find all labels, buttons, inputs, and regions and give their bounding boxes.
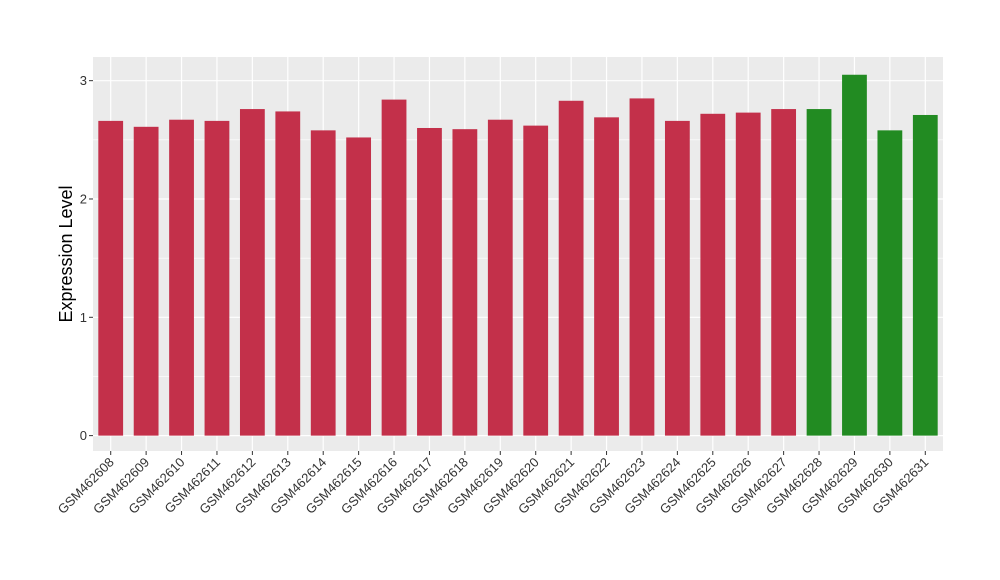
bar-GSM462614: [310, 130, 336, 436]
bar-GSM462628: [806, 109, 832, 436]
bar-GSM462629: [842, 74, 867, 436]
y-tick-label: 1: [80, 310, 87, 325]
bar-GSM462611: [204, 120, 230, 436]
bar-GSM462615: [346, 137, 372, 436]
y-tick-label: 0: [80, 428, 87, 443]
bar-GSM462609: [133, 126, 159, 436]
bar-GSM462630: [877, 130, 903, 436]
bar-GSM462608: [98, 120, 124, 436]
bar-GSM462624: [664, 120, 690, 436]
bar-GSM462625: [700, 113, 726, 436]
y-tick-label: 2: [80, 191, 87, 206]
bar-GSM462622: [594, 117, 619, 436]
bar-GSM462619: [487, 119, 513, 436]
bar-GSM462610: [169, 119, 194, 436]
bar-GSM462631: [912, 114, 938, 436]
plot-panel: [93, 57, 943, 451]
bars: [98, 74, 938, 436]
bar-GSM462616: [381, 99, 407, 436]
y-axis: 0 1 2 3: [80, 73, 93, 443]
bar-GSM462618: [452, 129, 478, 436]
bar-GSM462621: [558, 100, 584, 436]
bar-GSM462627: [771, 109, 797, 436]
bar-GSM462620: [523, 125, 549, 436]
bar-GSM462626: [735, 112, 761, 436]
x-axis: GSM462608GSM462609GSM462610GSM462611GSM4…: [55, 451, 931, 517]
bar-GSM462612: [239, 109, 265, 436]
y-tick-label: 3: [80, 73, 87, 88]
bar-GSM462617: [417, 127, 442, 436]
bar-GSM462613: [275, 111, 301, 436]
bar-GSM462623: [629, 98, 655, 436]
y-axis-label: Expression Level: [56, 185, 76, 322]
minor-gridlines: [93, 139, 943, 377]
